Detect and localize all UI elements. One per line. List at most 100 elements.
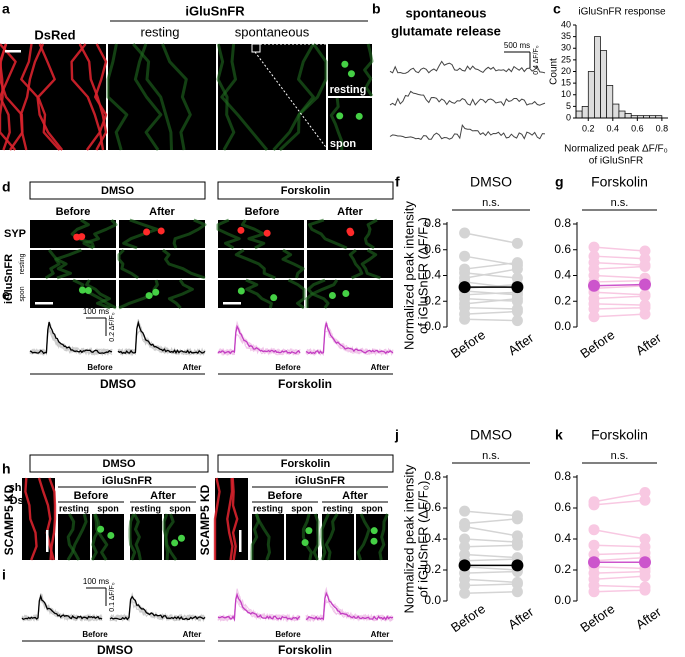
- puncta: [78, 286, 86, 294]
- pair-line: [464, 525, 518, 537]
- neurite: [132, 43, 173, 151]
- trace: [389, 90, 546, 107]
- point: [639, 487, 651, 498]
- point: [511, 315, 523, 327]
- point: [639, 245, 651, 257]
- y-tick-label: 0.2: [424, 293, 441, 307]
- y-tick-label: 0.8: [424, 216, 441, 230]
- neurite: [250, 513, 260, 560]
- y-tick-label: 0.0: [554, 593, 571, 607]
- mean-point: [458, 559, 471, 572]
- panel-letter: g: [555, 174, 564, 190]
- label: iGluSnFR response: [578, 7, 666, 18]
- panel-letter: k: [555, 427, 563, 443]
- neurite: [220, 43, 269, 151]
- pair-line: [593, 303, 646, 306]
- label: n.s.: [482, 450, 500, 462]
- pair-line: [464, 544, 518, 548]
- scale-bar: [35, 302, 53, 305]
- bar: [606, 85, 614, 119]
- label: Before: [87, 363, 113, 372]
- label: Before: [82, 630, 108, 639]
- label: iGluSnFR: [3, 254, 15, 304]
- label: SCAMP5 KD: [198, 484, 212, 555]
- micrograph: [0, 44, 106, 150]
- puncta: [157, 227, 165, 235]
- neurite: [93, 513, 109, 561]
- y-tick-label: 0.4: [554, 531, 571, 545]
- panel-letter: d: [2, 179, 11, 195]
- scale-bar: [46, 530, 49, 552]
- pair-line: [464, 578, 518, 584]
- y-tick-label: 0.0: [424, 319, 441, 333]
- neurite: [213, 477, 221, 560]
- zoom-guide: [254, 51, 329, 151]
- point: [459, 313, 471, 325]
- point: [459, 227, 471, 239]
- neurite: [329, 97, 344, 150]
- label: spon: [330, 138, 357, 150]
- point: [588, 539, 600, 551]
- label: spon: [169, 503, 191, 513]
- neurite: [301, 513, 313, 561]
- label: DMSO: [101, 185, 134, 197]
- mean-trace: [305, 591, 394, 621]
- y-axis-label: Normalized peak intensity: [401, 464, 416, 613]
- label: of iGluSnFR: [589, 156, 643, 167]
- neurite: [44, 248, 82, 280]
- y-tick-label: 25: [561, 54, 571, 64]
- pair-line: [593, 570, 646, 574]
- bar: [612, 103, 620, 119]
- y-axis-label: of iGluSnFR (ΔF/F₀): [415, 217, 430, 334]
- puncta: [177, 534, 185, 542]
- neurite: [66, 513, 88, 561]
- label: resting: [59, 503, 89, 513]
- micrograph: [218, 44, 326, 150]
- y-tick-label: 0.8: [554, 216, 571, 230]
- puncta: [347, 70, 355, 78]
- puncta: [301, 539, 309, 547]
- label: DMSO: [100, 377, 136, 391]
- point: [459, 580, 471, 591]
- neurite: [90, 513, 101, 561]
- label: DMSO: [470, 427, 512, 443]
- neurite: [162, 513, 170, 561]
- puncta: [346, 227, 354, 235]
- point: [588, 241, 600, 253]
- y-tick-label: 0.8: [554, 469, 571, 483]
- point: [459, 250, 471, 262]
- pair-line: [593, 566, 646, 570]
- y-tick-label: 0.6: [554, 242, 571, 256]
- label: Forskolin: [591, 427, 648, 443]
- group-box: [217, 181, 394, 200]
- pair-line: [464, 268, 518, 279]
- label: Forskolin: [278, 377, 332, 391]
- point: [639, 570, 651, 582]
- point: [588, 303, 600, 315]
- y-tick-label: 0.6: [554, 500, 571, 514]
- pair-line: [464, 538, 518, 543]
- y-tick-label: 0.6: [424, 500, 441, 514]
- panel-letter: j: [394, 427, 399, 443]
- neurite: [48, 477, 57, 561]
- pair-line: [593, 528, 646, 540]
- group-box: [29, 454, 209, 473]
- pair-line: [593, 589, 646, 593]
- mean-trace: [29, 321, 113, 355]
- mean-trace: [21, 593, 103, 621]
- label: resting: [253, 503, 283, 513]
- neurite: [161, 248, 206, 280]
- label: After: [342, 490, 368, 502]
- neurite: [48, 249, 72, 280]
- scale-bar: [223, 302, 241, 305]
- neurite: [82, 218, 118, 250]
- neurite: [66, 513, 81, 561]
- pair-line: [593, 544, 646, 548]
- pair-line: [464, 306, 518, 310]
- panel-letter: c: [553, 1, 561, 17]
- neurite: [0, 43, 17, 151]
- point: [511, 263, 523, 275]
- neurite: [272, 43, 328, 152]
- point: [588, 586, 600, 598]
